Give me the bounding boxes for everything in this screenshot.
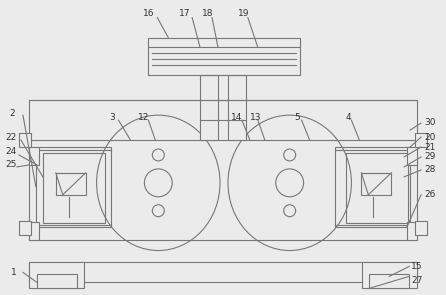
Text: 27: 27: [411, 276, 422, 285]
Bar: [37, 274, 77, 288]
Bar: [415, 133, 427, 147]
Text: 3: 3: [110, 113, 116, 122]
Text: 26: 26: [424, 190, 435, 199]
Bar: [149, 40, 300, 75]
Bar: [29, 263, 84, 288]
Bar: [362, 263, 417, 288]
Text: 22: 22: [5, 132, 17, 142]
Bar: [19, 133, 31, 147]
Bar: [43, 153, 104, 223]
Bar: [228, 75, 246, 140]
Bar: [335, 147, 410, 227]
Bar: [200, 75, 218, 140]
Text: 2: 2: [9, 109, 15, 118]
Bar: [56, 173, 86, 195]
Text: 5: 5: [295, 113, 301, 122]
Text: 18: 18: [202, 9, 214, 18]
Text: 19: 19: [238, 9, 250, 18]
Text: 20: 20: [424, 132, 435, 142]
Bar: [36, 147, 111, 227]
Text: 25: 25: [5, 160, 17, 169]
Bar: [149, 37, 300, 47]
Text: 16: 16: [143, 9, 154, 18]
Text: 1: 1: [11, 268, 17, 277]
Text: 28: 28: [424, 165, 435, 174]
Bar: [29, 147, 39, 165]
Text: 17: 17: [179, 9, 191, 18]
Text: 12: 12: [138, 113, 149, 122]
Bar: [347, 153, 408, 223]
Bar: [19, 221, 31, 235]
Bar: [407, 222, 417, 240]
Bar: [369, 274, 409, 288]
Bar: [29, 263, 417, 282]
Bar: [29, 100, 417, 240]
Bar: [415, 221, 427, 235]
Bar: [407, 147, 417, 165]
Text: 29: 29: [424, 153, 435, 161]
Text: 15: 15: [411, 262, 423, 271]
Text: 30: 30: [424, 118, 436, 127]
Text: 21: 21: [424, 142, 435, 152]
Text: 24: 24: [5, 148, 17, 156]
Bar: [29, 222, 39, 240]
Text: 14: 14: [231, 113, 243, 122]
Text: 13: 13: [250, 113, 262, 122]
Text: 4: 4: [346, 113, 351, 122]
Bar: [361, 173, 391, 195]
